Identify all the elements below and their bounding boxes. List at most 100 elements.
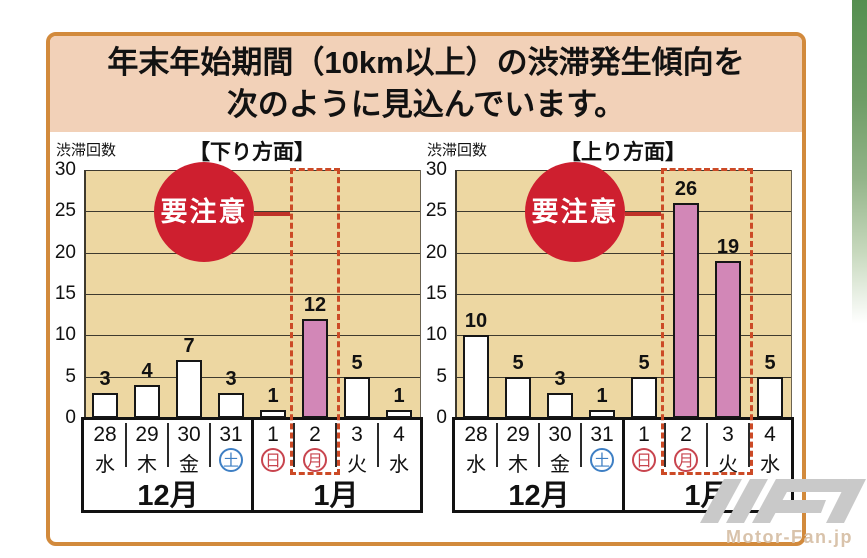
- day-number: 1: [638, 423, 650, 446]
- bar-value-1: 5: [638, 351, 650, 374]
- bar-value-30: 7: [183, 335, 195, 358]
- badge-connector-line: [625, 212, 661, 216]
- y-tick-label-20: 20: [425, 241, 447, 263]
- day-divider: [377, 423, 379, 467]
- y-tick-label-15: 15: [425, 283, 447, 304]
- bar-value-2: 12: [303, 293, 327, 316]
- holiday-circle: 月: [303, 448, 327, 472]
- y-tick-label-5: 5: [65, 365, 76, 387]
- weekday-label: 水: [389, 454, 409, 476]
- month-divider: [251, 420, 254, 510]
- y-tick-label-30: 30: [425, 159, 447, 180]
- bar-3: [715, 260, 741, 418]
- bar-30: [176, 360, 202, 418]
- day-divider: [496, 423, 498, 467]
- weekday-label: 土: [581, 448, 623, 472]
- bar-value-29: 4: [141, 359, 153, 382]
- weekday-label: 水: [95, 454, 115, 476]
- day-number: 29: [135, 423, 159, 446]
- bar-value-4: 5: [764, 351, 776, 374]
- x-axis-table: 28 水 29 木 30 金 31 土 1 日 2 月 3 火 4 水 12月 1月: [81, 417, 423, 513]
- y-axis-title: 渋滞回数: [427, 142, 488, 159]
- bar-31: [589, 409, 615, 418]
- bar-value-28: 10: [464, 310, 488, 333]
- bar-1: [260, 409, 286, 418]
- x-axis-table: 28 水 29 木 30 金 31 土 1 日 2 月 3 火 4 水 12月 1月: [452, 417, 794, 513]
- bar-4: [386, 409, 412, 418]
- weekday-label: 月: [294, 448, 336, 472]
- day-divider: [748, 423, 750, 467]
- day-number: 2: [680, 423, 692, 446]
- caution-badge: 要注意: [154, 162, 254, 262]
- day-divider: [335, 423, 337, 467]
- y-axis-line: [84, 170, 86, 418]
- badge-connector-line: [254, 212, 290, 216]
- y-tick-label-10: 10: [425, 324, 447, 346]
- page-title-line2: 次のように見込んでいます。: [226, 87, 626, 122]
- gridline-15: [455, 294, 791, 295]
- day-divider: [580, 423, 582, 467]
- y-tick-label-0: 0: [436, 407, 447, 428]
- day-divider: [706, 423, 708, 467]
- month-label: 1月: [313, 480, 359, 512]
- y-tick-label-25: 25: [425, 200, 447, 222]
- day-divider: [664, 423, 666, 467]
- saturday-circle: 土: [219, 448, 243, 472]
- weekday-label: 火: [347, 454, 367, 476]
- bar-30: [547, 393, 573, 418]
- weekday-label: 水: [760, 454, 780, 476]
- day-number: 28: [93, 423, 117, 446]
- month-divider: [622, 420, 625, 510]
- y-tick-label-10: 10: [54, 324, 76, 346]
- y-tick-label-25: 25: [54, 200, 76, 222]
- gridline-5: [84, 376, 420, 378]
- weekday-label: 土: [210, 448, 252, 472]
- bar-31: [218, 393, 244, 418]
- day-divider: [538, 423, 540, 467]
- motor-fan-watermark-text: Motor-Fan.jp: [726, 527, 853, 547]
- bar-2: [302, 318, 328, 418]
- weekday-label: 金: [550, 454, 570, 476]
- bar-value-1: 1: [267, 384, 279, 407]
- bar-value-29: 5: [512, 351, 524, 374]
- y-tick-label-15: 15: [54, 283, 76, 304]
- caution-dashed-box: [290, 168, 340, 475]
- chart-title: 【上り方面】: [560, 141, 686, 164]
- y-tick-label-0: 0: [65, 407, 76, 428]
- motor-fan-logo-icon: [700, 479, 866, 523]
- bar-3: [344, 376, 370, 418]
- holiday-circle: 日: [261, 448, 285, 472]
- gridline-20: [455, 252, 791, 254]
- bar-28: [463, 335, 489, 418]
- weekday-label: 月: [665, 448, 707, 472]
- y-tick-label-5: 5: [436, 365, 447, 387]
- gridline-10: [455, 335, 791, 337]
- page-title-line1: 年末年始期間（10km以上）の渋滞発生傾向を: [107, 45, 745, 80]
- day-number: 29: [506, 423, 530, 446]
- weekday-label: 水: [466, 454, 486, 476]
- gridline-10: [84, 335, 420, 337]
- caution-badge: 要注意: [525, 162, 625, 262]
- day-divider: [167, 423, 169, 467]
- day-number: 1: [267, 423, 279, 446]
- weekday-label: 木: [508, 454, 528, 476]
- bar-value-30: 3: [554, 368, 566, 391]
- saturday-circle: 土: [590, 448, 614, 472]
- day-number: 4: [764, 423, 776, 446]
- holiday-circle: 日: [632, 448, 656, 472]
- caution-badge-label: 要注意: [160, 197, 248, 227]
- month-label: 12月: [137, 480, 199, 512]
- bar-value-4: 1: [393, 384, 405, 407]
- day-number: 31: [590, 423, 614, 446]
- holiday-circle: 月: [674, 448, 698, 472]
- weekday-label: 日: [252, 448, 294, 472]
- bar-1: [631, 376, 657, 418]
- weekday-label: 木: [137, 454, 157, 476]
- day-number: 3: [722, 423, 734, 446]
- bar-28: [92, 393, 118, 418]
- bar-29: [134, 384, 160, 418]
- chart-title: 【下り方面】: [189, 141, 315, 164]
- day-number: 30: [177, 423, 201, 446]
- bar-value-31: 3: [225, 368, 237, 391]
